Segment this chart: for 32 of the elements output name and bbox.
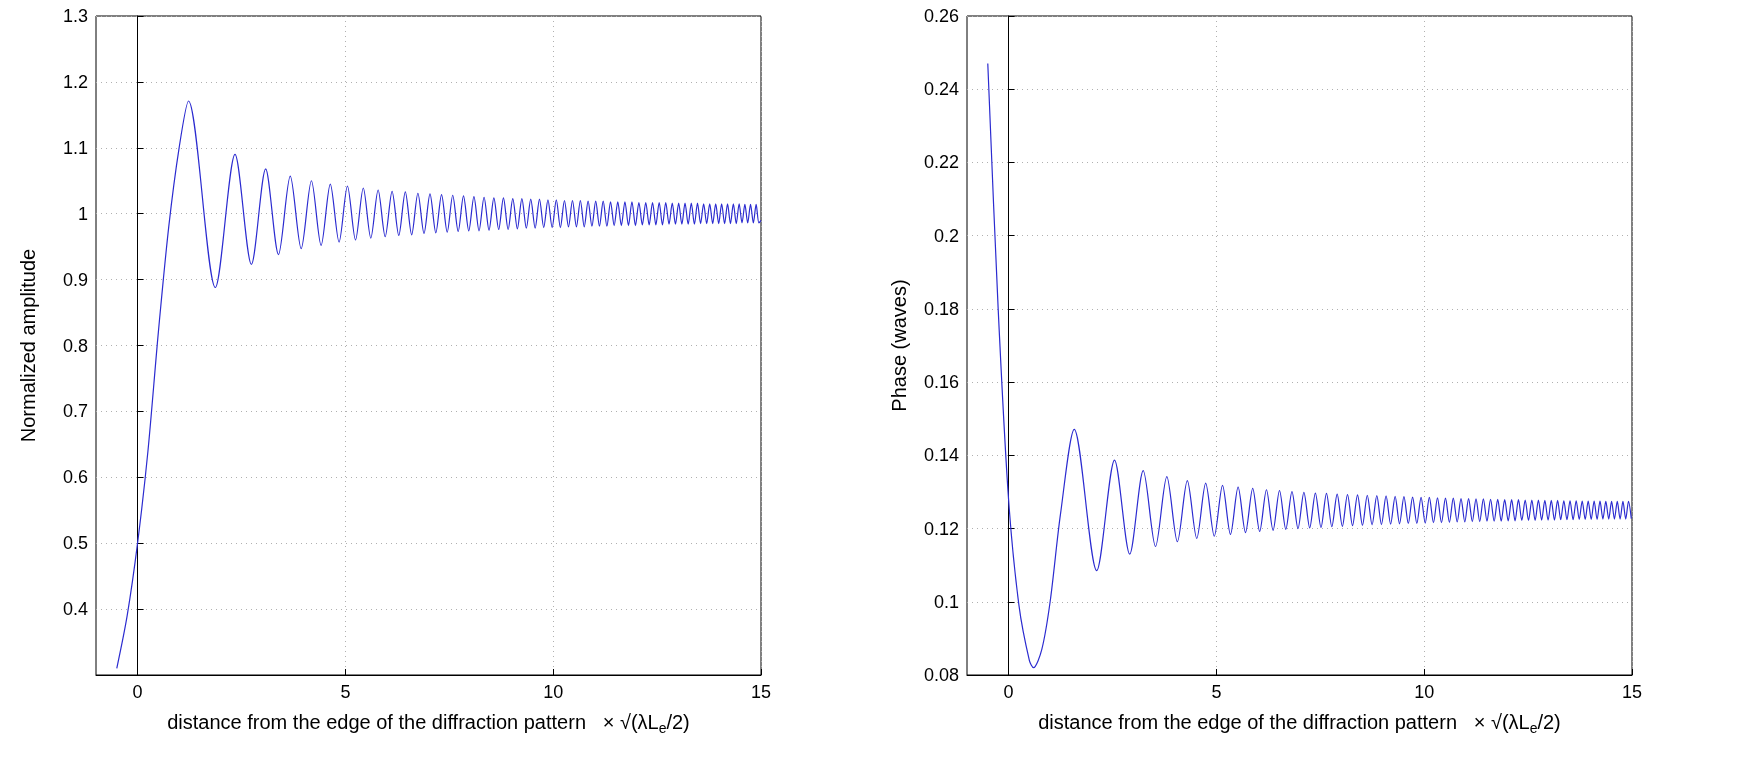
x-tick-label: 0 bbox=[132, 682, 143, 702]
x-tick-label: 0 bbox=[1003, 682, 1014, 702]
line-series bbox=[987, 62, 1632, 669]
x-tick-label: 15 bbox=[1621, 682, 1643, 702]
y-tick-label: 0.24 bbox=[923, 79, 959, 100]
y-tick-label: 1.1 bbox=[62, 137, 88, 158]
y-tick-label: 0.9 bbox=[62, 269, 88, 290]
y-axis-title: Normalized amplitude bbox=[17, 248, 39, 443]
y-tick-label: 0.1 bbox=[933, 591, 959, 612]
y-tick-label: 0.16 bbox=[923, 372, 959, 393]
x-tick-label: 10 bbox=[1414, 682, 1435, 702]
x-tick-label: 10 bbox=[543, 682, 564, 702]
x-tick-label: 5 bbox=[340, 682, 351, 702]
y-tick-label: 0.14 bbox=[923, 445, 959, 466]
y-tick-label: 0.6 bbox=[62, 467, 88, 488]
y-tick-label: 1.3 bbox=[62, 6, 88, 26]
y-tick-label: 0.2 bbox=[933, 225, 959, 246]
y-tick-label: 1.2 bbox=[62, 71, 88, 92]
y-tick-label: 0.18 bbox=[923, 298, 959, 319]
y-tick-label: 0.4 bbox=[62, 599, 88, 620]
x-tick-label: 5 bbox=[1211, 682, 1222, 702]
y-tick-label: 0.26 bbox=[923, 6, 959, 26]
y-tick-label: 0.22 bbox=[923, 152, 959, 173]
x-tick-label: 15 bbox=[750, 682, 772, 702]
y-tick-label: 0.7 bbox=[62, 401, 88, 422]
y-tick-label: 1 bbox=[77, 203, 88, 224]
y-tick-label: 0.5 bbox=[62, 533, 88, 554]
y-axis-title: Phase (waves) bbox=[888, 279, 910, 412]
y-tick-label: 0.12 bbox=[923, 518, 959, 539]
line-series bbox=[116, 100, 762, 670]
y-tick-label: 0.08 bbox=[923, 665, 959, 685]
y-tick-label: 0.8 bbox=[62, 335, 88, 356]
